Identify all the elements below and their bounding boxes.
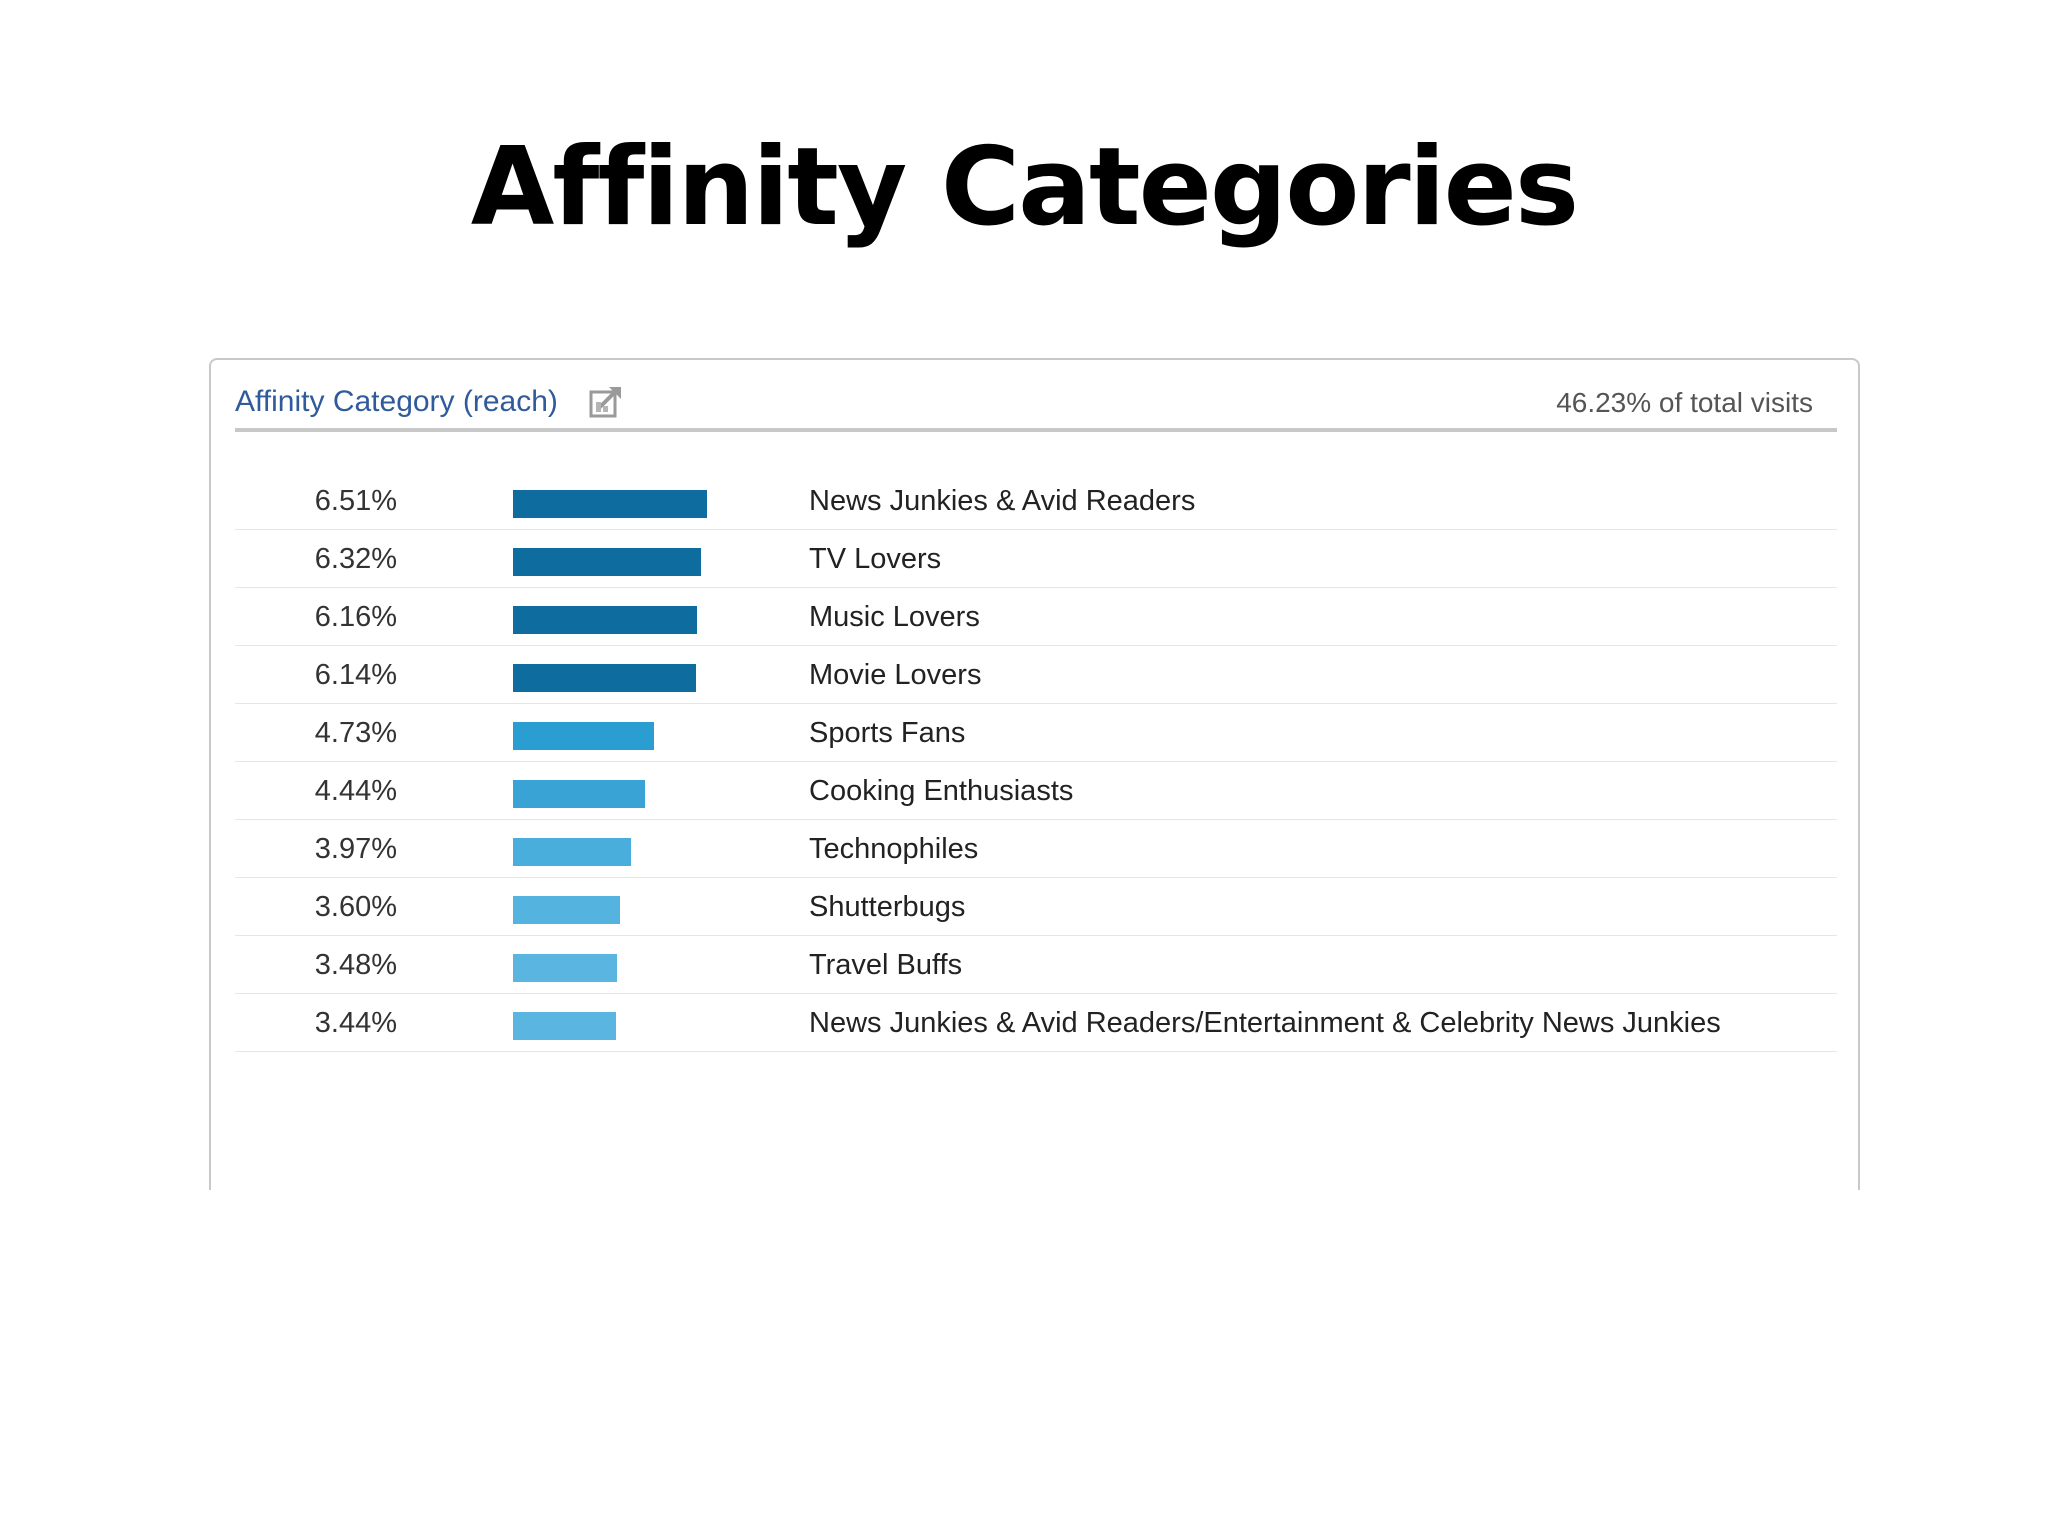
- page-title: Affinity Categories: [470, 125, 1579, 250]
- table-row: 6.51% News Junkies & Avid Readers: [235, 472, 1837, 530]
- reach-value: 3.44%: [314, 1007, 397, 1039]
- reach-bar: [513, 606, 697, 634]
- total-visits-label: 46.23% of total visits: [1556, 387, 1813, 418]
- category-label[interactable]: Technophiles: [809, 833, 979, 865]
- panel-title[interactable]: Affinity Category (reach): [235, 385, 558, 418]
- table-row: 3.60% Shutterbugs: [235, 878, 1837, 936]
- table-row: 6.14% Movie Lovers: [235, 646, 1837, 704]
- reach-value: 4.44%: [314, 775, 397, 807]
- table-row: 4.44% Cooking Enthusiasts: [235, 762, 1837, 820]
- reach-value: 4.73%: [314, 717, 397, 749]
- reach-bar: [513, 490, 707, 518]
- table-row: 3.97% Technophiles: [235, 820, 1837, 878]
- reach-bar: [513, 780, 645, 808]
- table-row: 6.16% Music Lovers: [235, 588, 1837, 646]
- table-row: 4.73% Sports Fans: [235, 704, 1837, 762]
- category-label[interactable]: Travel Buffs: [809, 949, 963, 981]
- affinity-panel: Affinity Category (reach) 46.23% of tota…: [209, 358, 1860, 1190]
- category-label[interactable]: TV Lovers: [809, 543, 942, 575]
- table-row: 3.44% News Junkies & Avid Readers/Enterta…: [235, 994, 1837, 1052]
- reach-value: 6.14%: [314, 659, 397, 691]
- reach-bar: [513, 896, 620, 924]
- reach-value: 6.16%: [314, 601, 397, 633]
- reach-value: 3.60%: [314, 891, 397, 923]
- reach-value: 3.48%: [314, 949, 397, 981]
- reach-bar: [513, 1012, 616, 1040]
- category-label[interactable]: Shutterbugs: [809, 891, 966, 923]
- table-row: 3.48% Travel Buffs: [235, 936, 1837, 994]
- reach-value: 3.97%: [314, 833, 397, 865]
- reach-bar: [513, 664, 696, 692]
- reach-value: 6.32%: [314, 543, 397, 575]
- chart-rows: 6.51% News Junkies & Avid Readers 6.32% TV …: [235, 472, 1837, 1052]
- reach-bar: [513, 954, 617, 982]
- panel-header: Affinity Category (reach) 46.23% of tota…: [235, 380, 1837, 432]
- table-row: 6.32% TV Lovers: [235, 530, 1837, 588]
- category-label[interactable]: News Junkies & Avid Readers: [809, 485, 1196, 517]
- reach-bar: [513, 548, 701, 576]
- category-label[interactable]: Movie Lovers: [809, 659, 982, 691]
- category-label[interactable]: Sports Fans: [809, 717, 966, 749]
- category-label[interactable]: Music Lovers: [809, 601, 980, 633]
- export-icon[interactable]: [589, 384, 625, 418]
- category-label[interactable]: News Junkies & Avid Readers/Entertainmen…: [809, 1007, 1721, 1039]
- reach-value: 6.51%: [314, 485, 397, 517]
- category-label[interactable]: Cooking Enthusiasts: [809, 775, 1074, 807]
- reach-bar: [513, 838, 631, 866]
- reach-bar: [513, 722, 654, 750]
